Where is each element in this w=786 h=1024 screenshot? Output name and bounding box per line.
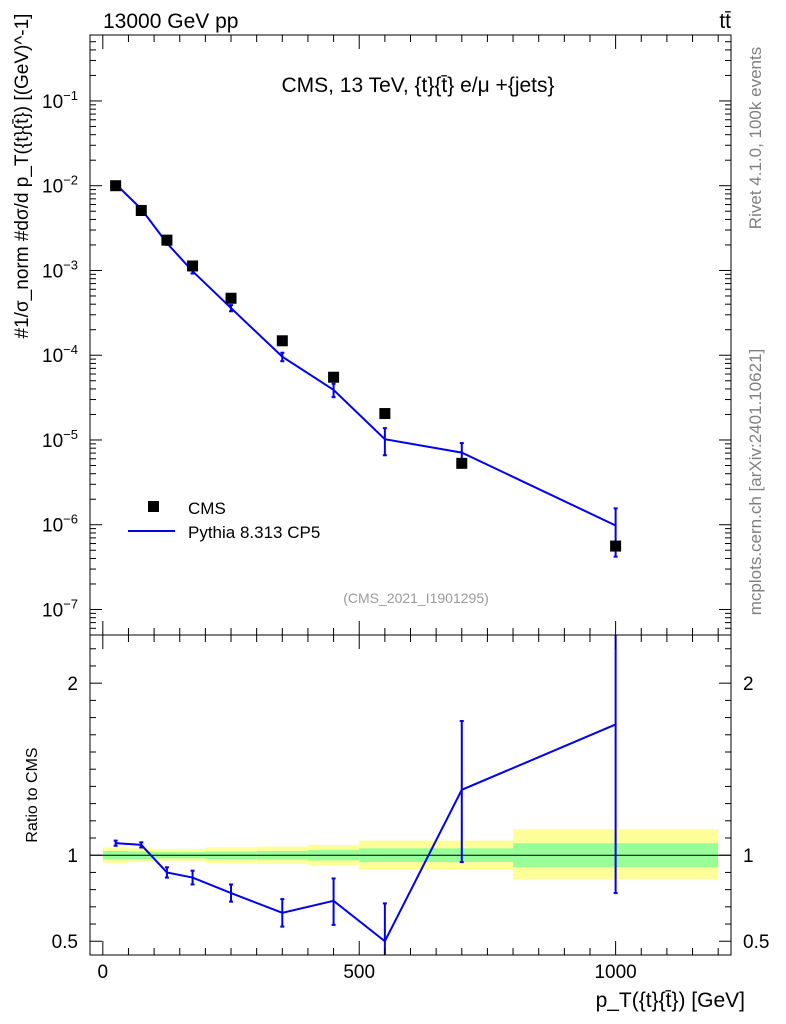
main-title: CMS, 13 TeV, {t}{t̄} e/μ +{jets} <box>281 74 554 97</box>
legend-label-pythia: Pythia 8.313 CP5 <box>188 523 320 542</box>
legend-marker-cms <box>148 501 159 512</box>
ratio-y-tick-label-right: 2 <box>743 674 754 695</box>
main-y-tick-label: 10−1 <box>42 88 78 113</box>
cms-data-point <box>110 180 122 192</box>
main-y-tick-label: 10−6 <box>42 512 78 537</box>
rivet-version-label: Rivet 4.1.0, 100k events <box>746 47 765 229</box>
cms-data-point <box>187 260 199 272</box>
ratio-y-tick-label-right: 1 <box>743 846 754 867</box>
analysis-watermark: (CMS_2021_I1901295) <box>343 590 489 606</box>
main-y-tick-label: 10−4 <box>42 342 78 367</box>
main-marks <box>110 180 622 558</box>
x-tick-label: 0 <box>98 962 109 983</box>
legend: CMS Pythia 8.313 CP5 <box>128 499 320 542</box>
main-ticks: 10−7 10−6 10−5 10−4 10−3 10−2 10−1 <box>42 35 731 636</box>
ratio-pythia-line <box>115 723 617 943</box>
main-y-tick-label: 10−2 <box>42 173 78 198</box>
cms-data-point <box>610 540 622 552</box>
ratio-bands <box>90 829 731 880</box>
ratio-marks <box>113 635 618 955</box>
main-y-tick-label: 10−3 <box>42 257 78 282</box>
cms-data-point <box>225 292 237 304</box>
header-energy-label: 13000 GeV pp <box>103 10 238 33</box>
cms-data-point <box>379 408 391 420</box>
main-y-tick-label: 10−5 <box>42 427 78 452</box>
x-tick-label: 1000 <box>594 962 636 983</box>
ratio-y-tick-label-left: 1 <box>67 846 78 867</box>
ratio-y-tick-label-right: 0.5 <box>743 932 769 953</box>
x-axis-label: p_T({t}{t̄}) [GeV] <box>596 989 745 1012</box>
ratio-frame <box>89 634 732 956</box>
cms-data-point <box>161 234 173 246</box>
main-ylabel: #1/σ_norm #dσ/d p_T({t}{t̄}) [(GeV)^-1] <box>12 14 33 339</box>
main-frame <box>89 34 732 636</box>
main-y-tick-label: 10−7 <box>42 596 78 621</box>
cms-data-point <box>456 457 468 469</box>
cms-data-point <box>328 371 340 383</box>
ratio-y-tick-label-left: 2 <box>67 674 78 695</box>
pythia-line <box>114 183 617 527</box>
ratio-y-tick-label-left: 0.5 <box>52 932 78 953</box>
x-tick-label: 500 <box>343 962 375 983</box>
cms-data-point <box>276 335 288 347</box>
ratio-ylabel: Ratio to CMS <box>24 747 41 842</box>
main-panel: 10−7 10−6 10−5 10−4 10−3 10−2 10−1 CMS, 13 TeV… <box>12 14 732 636</box>
ratio-panel: 0.5 0.5 1 1 2 2 0 500 1000 Ratio to CMS p_T({t}{… <box>24 634 769 1012</box>
ratio-ticks: 0.5 0.5 1 1 2 2 0 500 1000 <box>52 635 769 983</box>
mcplots-label: mcplots.cern.ch [arXiv:2401.10621] <box>746 349 765 615</box>
cms-data-point <box>135 204 147 216</box>
legend-label-cms: CMS <box>188 499 226 518</box>
header-process-label: tt̄ <box>719 10 731 33</box>
